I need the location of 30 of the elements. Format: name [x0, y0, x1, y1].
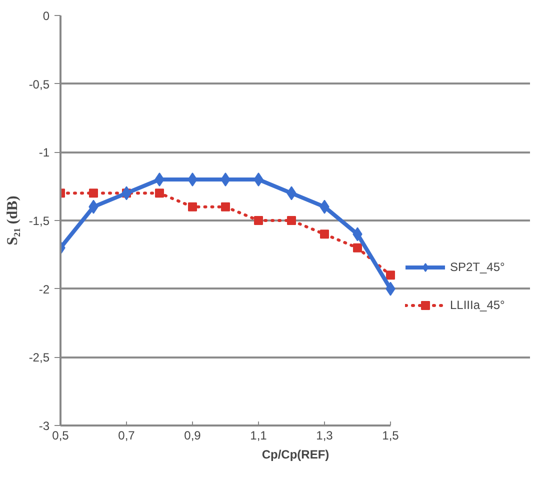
y-tick-label: -1 [38, 146, 50, 160]
point [320, 230, 329, 239]
x-tick-label: 0,7 [118, 428, 136, 442]
y-tick-label: 0 [42, 9, 50, 23]
point [155, 188, 164, 198]
x-tick-label: 0,5 [52, 428, 70, 442]
x-tick-label: 0,9 [184, 428, 202, 442]
y-tick-label: -2,5 [28, 350, 50, 365]
point [188, 202, 197, 212]
y-tick-label: -3 [38, 419, 50, 433]
y-tick-label: -2 [38, 282, 50, 296]
point [287, 216, 296, 225]
point [254, 216, 263, 225]
x-axis-title: Cp/Cp(REF) [262, 448, 330, 462]
point [89, 188, 98, 198]
legend-label: SP2T_45° [450, 260, 505, 274]
y-tick-label: -0,5 [28, 77, 50, 92]
y-axis-title: S₂₁ (dB) [4, 196, 21, 246]
point [188, 172, 198, 186]
point [254, 172, 264, 186]
point [154, 172, 164, 186]
x-tick-label: 1,3 [316, 428, 334, 442]
legend-label: LLIIIa_45° [450, 298, 505, 312]
x-tick-label: 1,1 [250, 428, 268, 442]
point [353, 243, 362, 252]
point [386, 270, 395, 280]
y-tick-label: -1,5 [28, 214, 50, 228]
point [220, 172, 230, 186]
point [221, 202, 230, 212]
x-tick-label: 1,5 [382, 428, 400, 442]
